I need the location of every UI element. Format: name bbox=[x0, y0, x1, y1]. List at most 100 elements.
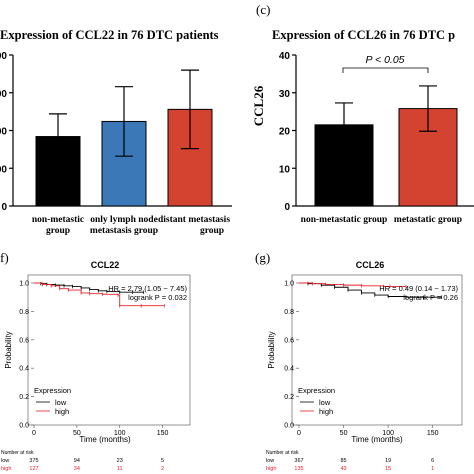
panel-c-ytick-label-3: 10 bbox=[279, 164, 291, 175]
panel-b-xlabel-3a: distant metastasis bbox=[158, 215, 230, 225]
panel-g-tag: (g) bbox=[255, 250, 270, 265]
panel-b-bars bbox=[35, 69, 213, 207]
panel-f-risk-low-3: 5 bbox=[161, 458, 164, 464]
panel-f-risk-low-1: 94 bbox=[74, 458, 80, 464]
panel-g-ytick-label-4: 0.2 bbox=[284, 394, 294, 401]
panel-g-risk-low-0: 367 bbox=[294, 458, 303, 464]
panel-b-xlabel-1a: non-metastic bbox=[32, 215, 84, 225]
panel-b-xlabel-2a: only lymph node bbox=[90, 215, 158, 225]
panel-g-xtick-label-1: 50 bbox=[340, 430, 348, 437]
panel-g-y-ticks: 1.0 0.8 0.6 0.4 0.2 0.0 bbox=[284, 281, 299, 430]
panel-g-ytick-label-1: 0.8 bbox=[284, 309, 294, 316]
panel-g-ytick-label-5: 0.0 bbox=[284, 423, 294, 430]
panel-f-logrank: logrank P = 0.032 bbox=[128, 293, 187, 302]
panel-b-xlabel-3b: group bbox=[200, 226, 224, 236]
panel-g-risk-low-label: low bbox=[266, 458, 274, 464]
panel-b-title: Expression of CCL22 in 76 DTC patients bbox=[0, 28, 219, 42]
panel-c-ylabel: CCL26 bbox=[251, 85, 266, 126]
panel-b-ytick-label-3: 00 bbox=[0, 164, 7, 175]
panel-g-x-ticks: 0 50 100 150 bbox=[297, 425, 439, 437]
panel-g-risk-table: 367 135 85 43 19 15 6 1 bbox=[294, 458, 434, 472]
panel-f-risk-low-2: 23 bbox=[117, 458, 123, 464]
panel-g-curves bbox=[299, 281, 442, 299]
panel-g-legend-title: Expression bbox=[298, 386, 335, 395]
panel-c: (c) Expression of CCL26 in 76 DTC p CCL2… bbox=[251, 2, 474, 225]
panel-b: Expression of CCL22 in 76 DTC patients 0… bbox=[0, 28, 232, 236]
panel-g-ylabel: Probability bbox=[267, 331, 276, 368]
panel-f-ytick-label-5: 0.0 bbox=[19, 423, 29, 430]
panel-c-ytick-label-4: 0 bbox=[284, 202, 290, 213]
panel-g-risk-low-2: 19 bbox=[385, 458, 391, 464]
panel-f-xtick-label-2: 100 bbox=[114, 430, 126, 437]
panel-g-ytick-label-2: 0.6 bbox=[284, 337, 294, 344]
panel-g-legend-high: high bbox=[319, 407, 333, 416]
panel-c-title: Expression of CCL26 in 76 DTC p bbox=[272, 28, 455, 42]
panel-g-ytick-label-0: 1.0 bbox=[284, 281, 294, 288]
panel-b-y-ticks: 000000000 bbox=[0, 51, 13, 213]
panel-g-legend-low: low bbox=[319, 398, 331, 407]
panel-c-ytick-label-1: 30 bbox=[279, 89, 291, 100]
panel-b-ytick-label-2: 00 bbox=[0, 127, 7, 138]
panel-g-risk-high-3: 1 bbox=[431, 466, 434, 472]
panel-g-xtick-label-0: 0 bbox=[297, 430, 301, 437]
panel-f-ytick-label-2: 0.6 bbox=[19, 337, 29, 344]
panel-b-xlabel-2b: metastasis group bbox=[90, 226, 158, 236]
panel-f-tag: f) bbox=[0, 250, 9, 265]
panel-g-risk-low-1: 85 bbox=[341, 458, 347, 464]
panel-f-ytick-label-1: 0.8 bbox=[19, 309, 29, 316]
panel-g-plot-frame bbox=[291, 274, 463, 426]
panel-c-bars bbox=[314, 85, 458, 207]
panel-f-risk-high-1: 34 bbox=[74, 466, 80, 472]
panel-f-risk-low-0: 375 bbox=[29, 458, 38, 464]
panel-f-hr: HR = 2.79 (1.05 − 7.45) bbox=[108, 284, 187, 293]
panel-f-xtick-label-0: 0 bbox=[32, 430, 36, 437]
panel-f-risk-high-0: 127 bbox=[29, 466, 38, 472]
panel-f-risk-high-3: 2 bbox=[161, 466, 164, 472]
panel-f-risk-title: Number at risk bbox=[1, 450, 34, 456]
panel-g-hr: HR = 0.49 (0.14 − 1.73) bbox=[379, 284, 458, 293]
panel-g-logrank: logrank P = 0.26 bbox=[403, 293, 458, 302]
panel-g-xlabel: Time (months) bbox=[351, 435, 403, 444]
panel-f-ytick-label-3: 0.4 bbox=[19, 366, 29, 373]
panel-g-xtick-label-2: 100 bbox=[382, 430, 394, 437]
panel-f-legend-low: low bbox=[55, 398, 67, 407]
panel-c-ytick-label-2: 20 bbox=[279, 127, 291, 138]
panel-c-xlabel-1: non-metastatic group bbox=[301, 215, 388, 225]
panel-b-ytick-label-1: 00 bbox=[0, 89, 7, 100]
panel-g-xtick-label-3: 150 bbox=[427, 430, 439, 437]
panel-f-plot-frame bbox=[27, 274, 191, 426]
panel-f-ytick-label-4: 0.2 bbox=[19, 394, 29, 401]
panel-g: (g) CCL26 Probability Time (months) 1.0 0… bbox=[255, 250, 463, 472]
panel-g-risk-low-3: 6 bbox=[431, 458, 434, 464]
panel-g-risk-title: Number at risk bbox=[266, 450, 299, 456]
panel-f-y-ticks: 1.0 0.8 0.6 0.4 0.2 0.0 bbox=[19, 281, 34, 430]
panel-f-xtick-label-3: 150 bbox=[157, 430, 169, 437]
panel-f-risk-table: 375 127 94 34 23 11 5 2 bbox=[29, 458, 164, 472]
panel-g-risk-high-1: 43 bbox=[341, 466, 347, 472]
panel-c-xlabel-2: metastatic group bbox=[394, 215, 462, 225]
panel-c-significance-bracket bbox=[342, 67, 429, 73]
panel-f-ylabel: Probability bbox=[4, 331, 13, 368]
panel-f-xlabel: Time (months) bbox=[79, 435, 131, 444]
panel-f-legend-high: high bbox=[55, 407, 69, 416]
panel-g-risk-high-0: 135 bbox=[294, 466, 303, 472]
panel-f-title: CCL22 bbox=[91, 260, 120, 270]
panel-c-tag: (c) bbox=[256, 2, 270, 17]
panel-b-ytick-label-4: 0 bbox=[1, 202, 7, 213]
panel-c-y-ticks: 40 30 20 10 0 bbox=[279, 51, 296, 213]
panel-c-ytick-label-0: 40 bbox=[279, 51, 291, 62]
panel-g-risk-high-2: 15 bbox=[385, 466, 391, 472]
panel-f-risk-high-label: high bbox=[1, 466, 11, 472]
panel-f: f) CCL22 Probability Time (months) 1.0 0.… bbox=[0, 250, 191, 472]
panel-f-risk-high-2: 11 bbox=[117, 466, 123, 472]
panel-f-xtick-label-1: 50 bbox=[73, 430, 81, 437]
panel-g-title: CCL26 bbox=[356, 260, 385, 270]
panel-f-curves bbox=[34, 281, 165, 308]
panel-b-ytick-label-0: 00 bbox=[0, 51, 7, 62]
panel-f-ytick-label-0: 1.0 bbox=[19, 281, 29, 288]
panel-c-annotation: P < 0.05 bbox=[365, 54, 404, 66]
panel-f-risk-low-label: low bbox=[1, 458, 9, 464]
panel-g-ytick-label-3: 0.4 bbox=[284, 366, 294, 373]
panel-b-xlabel-1b: group bbox=[46, 226, 70, 236]
